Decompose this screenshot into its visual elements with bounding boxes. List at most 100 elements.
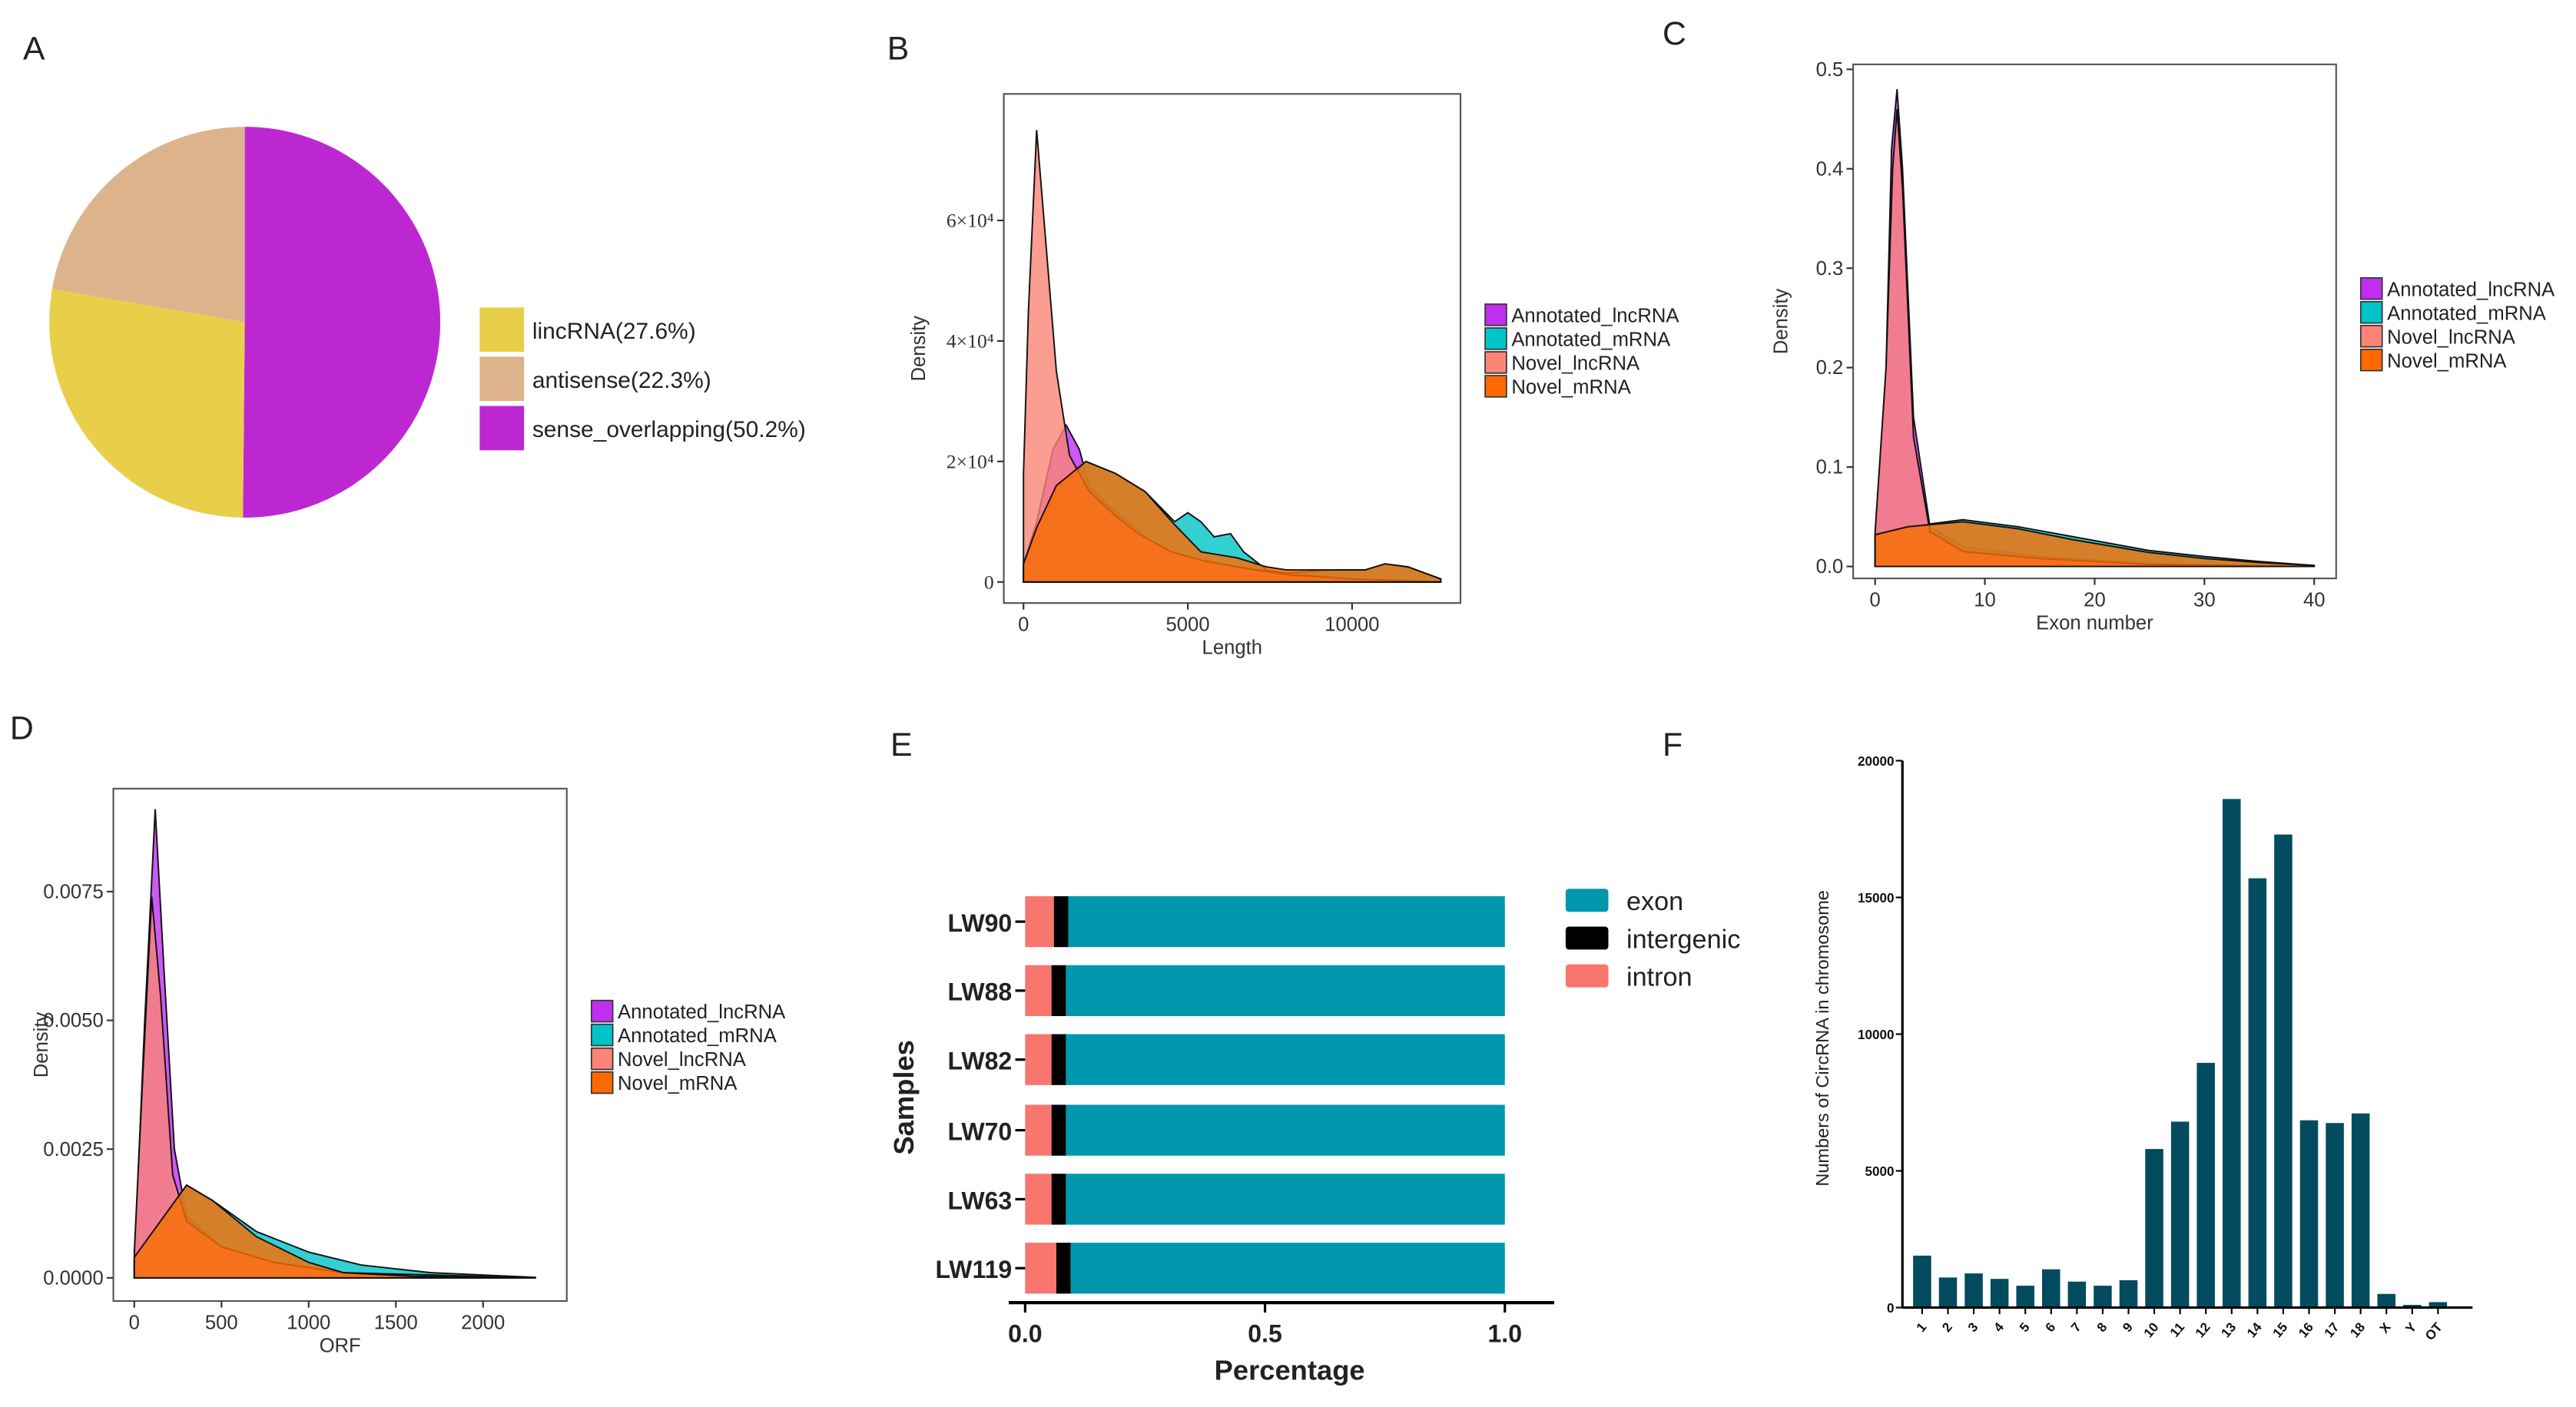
bar-segment-intergenic <box>1051 1104 1066 1156</box>
x-tick-label: 17 <box>2322 1320 2342 1341</box>
bar-segment-exon <box>1066 965 1505 1017</box>
legend-swatch <box>2360 324 2383 348</box>
x-axis-label: Percentage <box>1215 1355 1365 1386</box>
bar-segment-exon <box>1068 896 1505 948</box>
y-tick-label: 0.4 <box>1816 158 1844 180</box>
sample-percentage-chart: LW90 LW88 LW82 LW70 LW63 LW119 0.0 0.5 1.0 Percen… <box>888 887 1740 1386</box>
bar-segment-intergenic <box>1053 896 1069 948</box>
x-tick-label: OT <box>2422 1319 2445 1343</box>
bar-segment-exon <box>1070 1243 1505 1294</box>
x-tick-label: 4 <box>1991 1319 2007 1335</box>
bar-segment-intron <box>1025 1174 1052 1225</box>
bar-chr-6 <box>2042 1269 2060 1308</box>
x-tick-label: 0 <box>129 1312 140 1333</box>
bar-chr-12 <box>2196 1062 2215 1308</box>
x-tick-label: 0.5 <box>1248 1319 1282 1347</box>
y-tick-label: 15000 <box>1858 891 1895 905</box>
bar-segment-exon <box>1066 1104 1505 1156</box>
x-tick-label: 0.0 <box>1008 1319 1043 1347</box>
y-tick-label: 0.0075 <box>43 881 103 902</box>
orf-density-chart: 0 500 1000 1500 2000 0.0000 0.0025 0.0050 0.0075… <box>31 787 786 1356</box>
bar-chr-15 <box>2274 834 2293 1308</box>
legend-swatch <box>1565 964 1609 988</box>
x-tick-label: 8 <box>2094 1320 2110 1336</box>
bar-segment-intergenic <box>1051 1034 1066 1085</box>
bar-chr-17 <box>2326 1123 2344 1308</box>
bar-chr-Y <box>2403 1305 2422 1308</box>
y-tick-label: 5000 <box>1865 1164 1895 1179</box>
legend-label: antisense(22.3%) <box>532 368 711 393</box>
y-axis-label: Density <box>31 1011 52 1078</box>
y-tick-label: 0.5 <box>1816 59 1844 81</box>
x-tick-label: 10 <box>2141 1320 2162 1341</box>
y-axis-label: Samples <box>888 1040 920 1154</box>
x-tick-label: 11 <box>2167 1319 2187 1339</box>
legend-label: intergenic <box>1626 925 1740 954</box>
bar-chr-8 <box>2094 1286 2112 1308</box>
y-tick-label: 10000 <box>1858 1028 1895 1042</box>
legend-label: Annotated_mRNA <box>1511 329 1671 351</box>
bar-chr-10 <box>2145 1149 2163 1308</box>
x-tick-label: 10 <box>1974 589 1996 611</box>
legend-swatch <box>590 1071 614 1094</box>
legend-swatch <box>479 356 525 402</box>
y-tick-label: 20000 <box>1858 754 1895 769</box>
panel-label-c: C <box>1663 15 1686 52</box>
bar-segment-intron <box>1025 1034 1052 1085</box>
bar-segment-intron <box>1025 896 1054 948</box>
x-tick-label: 0 <box>1870 589 1881 611</box>
legend-label: exon <box>1626 887 1683 916</box>
x-tick-label: 16 <box>2296 1320 2316 1341</box>
y-axis-label: Density <box>1771 289 1792 355</box>
y-tick-label: 0.1 <box>1816 457 1844 478</box>
legend-swatch <box>1565 889 1609 912</box>
bar-segment-intron <box>1025 1243 1056 1294</box>
x-axis-label: ORF <box>320 1335 361 1356</box>
legend-label: Annotated_lncRNA <box>618 1001 786 1023</box>
bar-chr-7 <box>2067 1281 2087 1308</box>
legend-label: Novel_mRNA <box>2387 350 2507 372</box>
y-tick-label: 0.0 <box>1816 556 1844 578</box>
plot-frame <box>1852 63 2337 580</box>
pie-slice <box>49 289 245 518</box>
legend-label: Novel_lncRNA <box>1511 353 1640 375</box>
x-tick-label: 12 <box>2193 1320 2213 1341</box>
legend-label: sense_overlapping(50.2%) <box>532 417 806 442</box>
y-tick-label: LW119 <box>935 1256 1012 1283</box>
x-tick-label: 2000 <box>461 1312 505 1333</box>
density-area-novel-mrna <box>1023 460 1442 583</box>
y-tick-label: 4×10⁴ <box>947 329 994 352</box>
y-tick-label: LW63 <box>948 1187 1013 1214</box>
x-tick-label: 2 <box>1939 1320 1955 1336</box>
panel-label-d: D <box>10 710 34 747</box>
x-tick-label: 40 <box>2303 589 2326 611</box>
legend-label: Novel_lncRNA <box>2387 326 2516 348</box>
x-tick-label: Y <box>2402 1319 2419 1336</box>
legend-swatch <box>1565 926 1609 950</box>
y-axis-label: Density <box>908 316 930 382</box>
x-tick-label: 5000 <box>1166 614 1210 636</box>
pie-slice <box>51 127 245 323</box>
y-tick-label: 0 <box>984 571 994 593</box>
y-tick-label: 2×10⁴ <box>947 450 994 472</box>
x-tick-label: 0 <box>1018 614 1029 636</box>
y-tick-label: LW90 <box>948 909 1013 937</box>
legend-swatch <box>590 1023 614 1047</box>
bar-segment-exon <box>1066 1034 1505 1085</box>
x-tick-label: 15 <box>2270 1319 2291 1340</box>
bar-chr-16 <box>2299 1120 2319 1308</box>
x-tick-label: 10000 <box>1324 614 1379 636</box>
x-tick-label: 1000 <box>287 1312 330 1333</box>
pie-slice <box>243 127 441 518</box>
bar-segment-intergenic <box>1051 965 1066 1017</box>
bar-segment-intergenic <box>1051 1174 1066 1225</box>
bar-chr-4 <box>1990 1279 2009 1308</box>
panel-label-f: F <box>1663 727 1683 763</box>
x-tick-label: 6 <box>2043 1320 2059 1336</box>
legend-swatch <box>2360 300 2383 324</box>
legend-label: Annotated_lncRNA <box>1511 306 1679 327</box>
panel-label-e: E <box>890 727 913 763</box>
bar-segment-intron <box>1025 1104 1052 1156</box>
exon-density-chart: 0 10 20 30 40 0.0 0.1 0.2 0.3 0.4 0.5 Exon number De… <box>1771 59 2556 634</box>
